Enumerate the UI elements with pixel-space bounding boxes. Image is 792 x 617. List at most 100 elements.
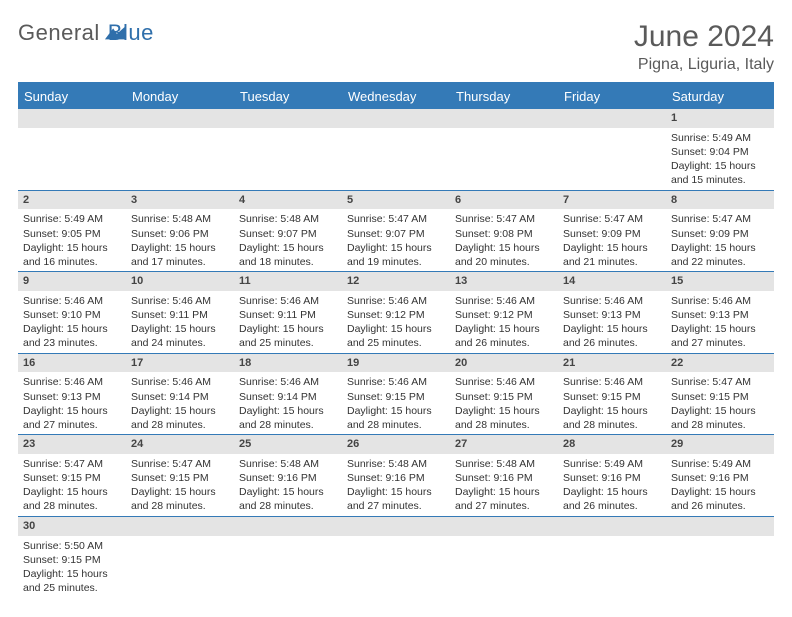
day-header: Sunday (18, 84, 126, 109)
sunrise-line: Sunrise: 5:47 AM (563, 212, 661, 226)
daylight-line: Daylight: 15 hours and 28 minutes. (131, 404, 229, 432)
sunrise-line: Sunrise: 5:47 AM (131, 457, 229, 471)
calendar-cell: 17Sunrise: 5:46 AMSunset: 9:14 PMDayligh… (126, 353, 234, 435)
day-number: 23 (18, 435, 126, 454)
calendar-cell: 19Sunrise: 5:46 AMSunset: 9:15 PMDayligh… (342, 353, 450, 435)
daylight-line: Daylight: 15 hours and 25 minutes. (347, 322, 445, 350)
calendar-cell: 27Sunrise: 5:48 AMSunset: 9:16 PMDayligh… (450, 435, 558, 517)
calendar-cell (450, 516, 558, 597)
sunrise-line: Sunrise: 5:46 AM (563, 375, 661, 389)
day-info: Sunrise: 5:46 AMSunset: 9:15 PMDaylight:… (450, 372, 558, 434)
sunset-line: Sunset: 9:13 PM (671, 308, 769, 322)
day-info: Sunrise: 5:48 AMSunset: 9:07 PMDaylight:… (234, 209, 342, 271)
calendar-week-row: 16Sunrise: 5:46 AMSunset: 9:13 PMDayligh… (18, 353, 774, 435)
calendar-week-row: 2Sunrise: 5:49 AMSunset: 9:05 PMDaylight… (18, 190, 774, 272)
day-number: 25 (234, 435, 342, 454)
day-info: Sunrise: 5:46 AMSunset: 9:14 PMDaylight:… (126, 372, 234, 434)
sunrise-line: Sunrise: 5:48 AM (239, 212, 337, 226)
day-info: Sunrise: 5:47 AMSunset: 9:09 PMDaylight:… (666, 209, 774, 271)
day-info: Sunrise: 5:46 AMSunset: 9:15 PMDaylight:… (342, 372, 450, 434)
title-block: June 2024 Pigna, Liguria, Italy (634, 20, 774, 74)
daylight-line: Daylight: 15 hours and 28 minutes. (239, 404, 337, 432)
sunrise-line: Sunrise: 5:46 AM (131, 375, 229, 389)
day-number: 15 (666, 272, 774, 291)
daylight-line: Daylight: 15 hours and 26 minutes. (563, 322, 661, 350)
day-number: 8 (666, 191, 774, 210)
sunrise-line: Sunrise: 5:46 AM (671, 294, 769, 308)
calendar-cell: 23Sunrise: 5:47 AMSunset: 9:15 PMDayligh… (18, 435, 126, 517)
daylight-line: Daylight: 15 hours and 22 minutes. (671, 241, 769, 269)
day-number: 21 (558, 354, 666, 373)
calendar-cell (450, 109, 558, 190)
sunrise-line: Sunrise: 5:49 AM (671, 131, 769, 145)
sunset-line: Sunset: 9:13 PM (23, 390, 121, 404)
daylight-line: Daylight: 15 hours and 28 minutes. (239, 485, 337, 513)
day-info: Sunrise: 5:47 AMSunset: 9:08 PMDaylight:… (450, 209, 558, 271)
day-number: 13 (450, 272, 558, 291)
daylight-line: Daylight: 15 hours and 27 minutes. (455, 485, 553, 513)
calendar-cell (558, 516, 666, 597)
calendar-cell: 7Sunrise: 5:47 AMSunset: 9:09 PMDaylight… (558, 190, 666, 272)
day-number: 11 (234, 272, 342, 291)
day-number: 6 (450, 191, 558, 210)
sunset-line: Sunset: 9:09 PM (671, 227, 769, 241)
sunset-line: Sunset: 9:16 PM (239, 471, 337, 485)
day-info: Sunrise: 5:50 AMSunset: 9:15 PMDaylight:… (18, 536, 126, 598)
sunset-line: Sunset: 9:09 PM (563, 227, 661, 241)
sunrise-line: Sunrise: 5:46 AM (23, 375, 121, 389)
sunrise-line: Sunrise: 5:46 AM (347, 375, 445, 389)
sunrise-line: Sunrise: 5:46 AM (347, 294, 445, 308)
day-info: Sunrise: 5:49 AMSunset: 9:16 PMDaylight:… (558, 454, 666, 516)
day-number: 1 (666, 109, 774, 128)
sunset-line: Sunset: 9:15 PM (131, 471, 229, 485)
calendar-body: 1Sunrise: 5:49 AMSunset: 9:04 PMDaylight… (18, 109, 774, 597)
day-info: Sunrise: 5:46 AMSunset: 9:14 PMDaylight:… (234, 372, 342, 434)
day-info: Sunrise: 5:48 AMSunset: 9:16 PMDaylight:… (342, 454, 450, 516)
daylight-line: Daylight: 15 hours and 19 minutes. (347, 241, 445, 269)
sunrise-line: Sunrise: 5:50 AM (23, 539, 121, 553)
daylight-line: Daylight: 15 hours and 17 minutes. (131, 241, 229, 269)
sunrise-line: Sunrise: 5:46 AM (563, 294, 661, 308)
day-info: Sunrise: 5:46 AMSunset: 9:13 PMDaylight:… (558, 291, 666, 353)
sunrise-line: Sunrise: 5:46 AM (239, 375, 337, 389)
day-info: Sunrise: 5:46 AMSunset: 9:13 PMDaylight:… (666, 291, 774, 353)
calendar-cell (234, 109, 342, 190)
sunset-line: Sunset: 9:16 PM (563, 471, 661, 485)
sunset-line: Sunset: 9:11 PM (131, 308, 229, 322)
calendar-week-row: 9Sunrise: 5:46 AMSunset: 9:10 PMDaylight… (18, 272, 774, 354)
sunset-line: Sunset: 9:11 PM (239, 308, 337, 322)
day-number: 19 (342, 354, 450, 373)
day-number: 26 (342, 435, 450, 454)
sunrise-line: Sunrise: 5:49 AM (671, 457, 769, 471)
day-number: 17 (126, 354, 234, 373)
day-number: 16 (18, 354, 126, 373)
daylight-line: Daylight: 15 hours and 28 minutes. (563, 404, 661, 432)
calendar-cell: 22Sunrise: 5:47 AMSunset: 9:15 PMDayligh… (666, 353, 774, 435)
day-number: 22 (666, 354, 774, 373)
sunrise-line: Sunrise: 5:48 AM (347, 457, 445, 471)
sunset-line: Sunset: 9:07 PM (347, 227, 445, 241)
day-number: 5 (342, 191, 450, 210)
sunrise-line: Sunrise: 5:47 AM (23, 457, 121, 471)
calendar-cell: 26Sunrise: 5:48 AMSunset: 9:16 PMDayligh… (342, 435, 450, 517)
day-header: Thursday (450, 84, 558, 109)
sunset-line: Sunset: 9:08 PM (455, 227, 553, 241)
sunrise-line: Sunrise: 5:46 AM (131, 294, 229, 308)
daylight-line: Daylight: 15 hours and 25 minutes. (239, 322, 337, 350)
calendar-cell: 18Sunrise: 5:46 AMSunset: 9:14 PMDayligh… (234, 353, 342, 435)
brand-logo: General Blue (18, 20, 154, 46)
daylight-line: Daylight: 15 hours and 26 minutes. (563, 485, 661, 513)
sunset-line: Sunset: 9:15 PM (563, 390, 661, 404)
daylight-line: Daylight: 15 hours and 21 minutes. (563, 241, 661, 269)
calendar-cell: 10Sunrise: 5:46 AMSunset: 9:11 PMDayligh… (126, 272, 234, 354)
daylight-line: Daylight: 15 hours and 28 minutes. (131, 485, 229, 513)
daylight-line: Daylight: 15 hours and 16 minutes. (23, 241, 121, 269)
calendar-cell (126, 516, 234, 597)
sunset-line: Sunset: 9:16 PM (671, 471, 769, 485)
calendar-cell: 25Sunrise: 5:48 AMSunset: 9:16 PMDayligh… (234, 435, 342, 517)
daylight-line: Daylight: 15 hours and 18 minutes. (239, 241, 337, 269)
day-info: Sunrise: 5:46 AMSunset: 9:11 PMDaylight:… (234, 291, 342, 353)
day-info: Sunrise: 5:46 AMSunset: 9:15 PMDaylight:… (558, 372, 666, 434)
sunset-line: Sunset: 9:16 PM (347, 471, 445, 485)
calendar-cell: 2Sunrise: 5:49 AMSunset: 9:05 PMDaylight… (18, 190, 126, 272)
